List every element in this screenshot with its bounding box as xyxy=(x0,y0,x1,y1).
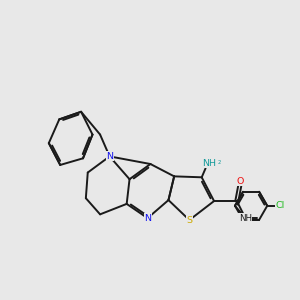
Text: NH: NH xyxy=(239,214,252,223)
Text: O: O xyxy=(237,177,244,186)
Text: $_2$: $_2$ xyxy=(217,159,222,167)
Text: S: S xyxy=(186,215,192,224)
Text: NH: NH xyxy=(202,159,216,168)
Text: Cl: Cl xyxy=(275,201,285,210)
Text: N: N xyxy=(106,152,113,161)
Text: N: N xyxy=(144,214,151,223)
